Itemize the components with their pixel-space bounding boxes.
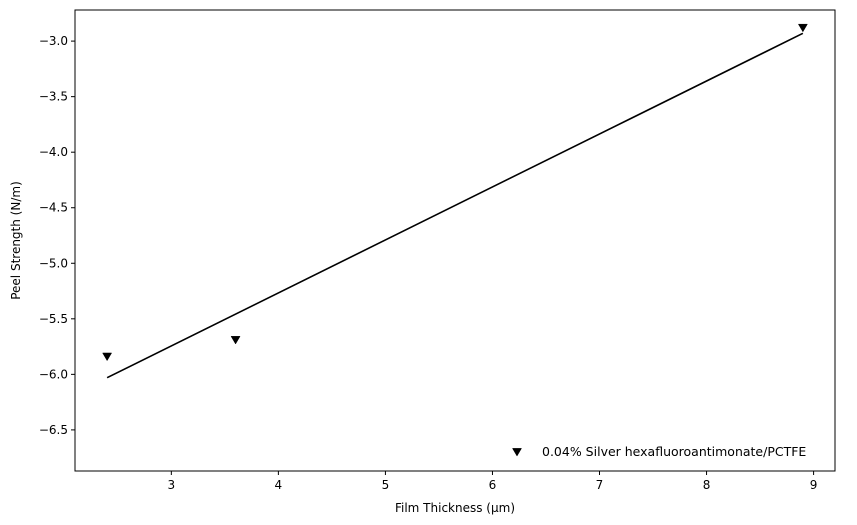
y-tick-label: −5.0 <box>39 256 68 270</box>
x-tick-label: 3 <box>168 478 176 492</box>
y-tick-label: −4.0 <box>39 145 68 159</box>
y-axis-ticks: −3.0 −3.5 −4.0 −4.5 −5.0 −5.5 −6.0 −6.5 <box>39 34 75 437</box>
data-point <box>230 336 241 345</box>
y-tick-label: −3.5 <box>39 90 68 104</box>
legend-marker <box>512 448 522 457</box>
fit-line <box>106 32 804 379</box>
x-tick-label: 4 <box>275 478 283 492</box>
x-tick-label: 5 <box>382 478 390 492</box>
legend-label: 0.04% Silver hexafluoroantimonate/PCTFE <box>542 444 806 459</box>
x-tick-label: 8 <box>703 478 711 492</box>
data-point <box>797 23 808 33</box>
data-point <box>102 352 113 362</box>
x-axis-label: Film Thickness (μm) <box>395 501 515 515</box>
legend: 0.04% Silver hexafluoroantimonate/PCTFE <box>512 444 806 459</box>
x-tick-label: 9 <box>810 478 818 492</box>
x-axis-ticks: 3 4 5 6 7 8 9 <box>168 471 818 492</box>
y-axis-label: Peel Strength (N/m) <box>9 181 23 300</box>
y-tick-label: −3.0 <box>39 34 68 48</box>
y-tick-label: −6.0 <box>39 367 68 381</box>
plot-frame <box>74 9 836 472</box>
x-tick-label: 6 <box>489 478 497 492</box>
plot-area <box>102 23 808 379</box>
x-tick-label: 7 <box>596 478 604 492</box>
y-tick-label: −5.5 <box>39 312 68 326</box>
y-tick-label: −6.5 <box>39 423 68 437</box>
y-tick-label: −4.5 <box>39 201 68 215</box>
